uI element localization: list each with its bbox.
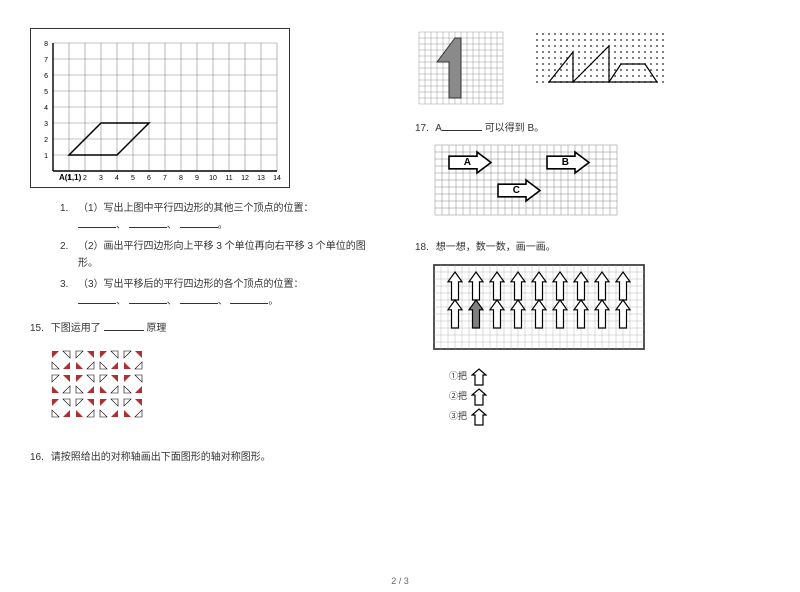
svg-text:3: 3 [99, 175, 103, 182]
q18-text: 想一想，数一数，画一画。 [436, 242, 556, 253]
svg-text:5: 5 [44, 89, 48, 96]
parallelogram-grid-chart: 123456789101112131412345678A(1,1) [30, 28, 290, 188]
legend-row: ③把 [449, 408, 770, 426]
arrows-count-grid [433, 264, 659, 358]
svg-text:10: 10 [209, 175, 217, 182]
blank[interactable] [129, 217, 167, 228]
sub-q2-text: （2）画出平行四边形向上平移 3 个单位再向右平移 3 个单位的图形。 [78, 238, 385, 272]
sub-q1-text: （1）写出上图中平行四边形的其他三个顶点的位置： [78, 203, 314, 214]
svg-text:7: 7 [163, 175, 167, 182]
sub-q3-body: （3）写出平移后的平行四边形的各个顶点的位置： 、 、 、 。 [78, 276, 304, 310]
q15: 15. 下图运用了 原理 [30, 320, 385, 337]
q16-text: 请按照给出的对称轴画出下面图形的轴对称图形。 [51, 452, 271, 463]
svg-text:4: 4 [115, 175, 119, 182]
abc-arrows-grid: A B C [433, 143, 633, 223]
q15-idx: 15. [30, 320, 48, 337]
legend-arrow-icon [471, 368, 487, 386]
arrows-legend: ①把 ②把 ③把 [449, 368, 770, 426]
sep: 、 [167, 296, 177, 307]
svg-text:7: 7 [44, 57, 48, 64]
q17-b: 可以得到 B。 [485, 123, 544, 134]
q17-a: A [435, 123, 442, 134]
sub-q3-text: （3）写出平移后的平行四边形的各个顶点的位置： [78, 279, 304, 290]
svg-text:12: 12 [241, 175, 249, 182]
sub-q3: 3. （3）写出平移后的平行四边形的各个顶点的位置： 、 、 、 。 [60, 276, 385, 310]
q16: 16. 请按照给出的对称轴画出下面图形的轴对称图形。 [30, 449, 385, 466]
blank[interactable] [442, 120, 482, 131]
svg-text:11: 11 [225, 175, 232, 182]
legend-label: ①把 [449, 369, 467, 384]
blank[interactable] [180, 217, 218, 228]
sep: 、 [116, 296, 126, 307]
q18: 18. 想一想，数一数，画一画。 [415, 239, 770, 256]
q15-text-a: 下图运用了 [51, 323, 101, 334]
svg-text:2: 2 [83, 175, 87, 182]
left-column: 123456789101112131412345678A(1,1) 1. （1）… [30, 28, 385, 466]
sub-q2: 2. （2）画出平行四边形向上平移 3 个单位再向右平移 3 个单位的图形。 [60, 238, 385, 272]
blank[interactable] [230, 293, 268, 304]
blank[interactable] [78, 293, 116, 304]
legend-label: ②把 [449, 389, 467, 404]
legend-row: ①把 [449, 368, 770, 386]
svg-text:5: 5 [131, 175, 135, 182]
svg-text:6: 6 [147, 175, 151, 182]
q17: 17. A 可以得到 B。 [415, 120, 770, 137]
triangle-pattern [50, 349, 385, 431]
right-column: 17. A 可以得到 B。 A B C 18. 想一想，数一数，画一画。 ①把 ②把 ③… [415, 28, 770, 466]
svg-text:A: A [464, 157, 471, 168]
period: 。 [268, 296, 278, 307]
blank[interactable] [104, 320, 144, 331]
triangle-pattern-svg [50, 349, 150, 425]
q15-text-b: 原理 [146, 323, 166, 334]
svg-text:9: 9 [195, 175, 199, 182]
q17-idx: 17. [415, 120, 433, 137]
svg-text:4: 4 [44, 105, 48, 112]
svg-text:6: 6 [44, 73, 48, 80]
legend-label: ③把 [449, 409, 467, 424]
subquestions-list: 1. （1）写出上图中平行四边形的其他三个顶点的位置： 、 、 。 2. （2）… [30, 200, 385, 310]
legend-arrow-icon [471, 408, 487, 426]
svg-text:2: 2 [44, 137, 48, 144]
sep: 、 [218, 296, 228, 307]
sub-q2-num: 2. [60, 238, 78, 272]
svg-text:B: B [562, 157, 569, 168]
sub-q1-num: 1. [60, 200, 78, 234]
period: 。 [218, 220, 228, 231]
svg-text:3: 3 [44, 121, 48, 128]
legend-row: ②把 [449, 388, 770, 406]
page-footer: 2 / 3 [0, 576, 800, 586]
svg-text:8: 8 [44, 41, 48, 48]
sub-q3-num: 3. [60, 276, 78, 310]
svg-text:13: 13 [257, 175, 265, 182]
sub-q1: 1. （1）写出上图中平行四边形的其他三个顶点的位置： 、 、 。 [60, 200, 385, 234]
svg-text:C: C [513, 185, 520, 196]
q16-figures-row [415, 28, 770, 108]
q16-idx: 16. [30, 449, 48, 466]
q18-idx: 18. [415, 239, 433, 256]
arrow-on-grid [415, 28, 511, 108]
sep: 、 [167, 220, 177, 231]
dot-grid-shapes [531, 28, 681, 94]
svg-text:A(1,1): A(1,1) [59, 173, 82, 182]
svg-text:1: 1 [44, 153, 48, 160]
blank[interactable] [78, 217, 116, 228]
sub-q1-body: （1）写出上图中平行四边形的其他三个顶点的位置： 、 、 。 [78, 200, 314, 234]
svg-text:8: 8 [179, 175, 183, 182]
svg-text:14: 14 [273, 175, 281, 182]
legend-arrow-icon [471, 388, 487, 406]
blank[interactable] [180, 293, 218, 304]
blank[interactable] [129, 293, 167, 304]
sep: 、 [116, 220, 126, 231]
